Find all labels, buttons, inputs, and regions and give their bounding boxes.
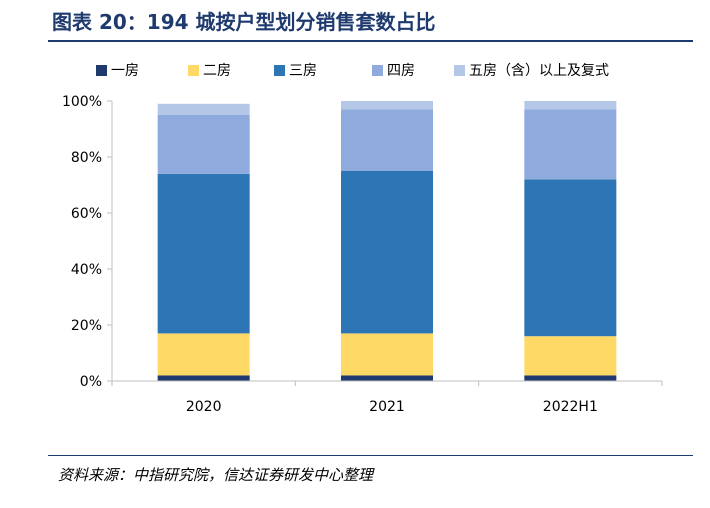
bar-stack-2022H1 bbox=[524, 101, 617, 381]
legend-swatch bbox=[274, 65, 285, 76]
bars bbox=[157, 101, 617, 381]
legend-label: 四房 bbox=[387, 63, 415, 79]
source-divider bbox=[48, 455, 693, 456]
y-tick-label: 0% bbox=[80, 374, 102, 390]
y-tick-label: 20% bbox=[71, 318, 102, 334]
bar-stack-2020 bbox=[157, 103, 250, 381]
legend: 一房 二房 三房 四房 五房（含）以上及复式 bbox=[96, 62, 609, 79]
page-title: 图表 20：194 城按户型划分销售套数占比 bbox=[52, 10, 436, 34]
x-tick-label: 2022H1 bbox=[543, 399, 598, 415]
y-axis: 0% 20% 40% 60% 80% 100% bbox=[62, 94, 113, 390]
bar-segment bbox=[524, 375, 617, 381]
bar-segment bbox=[341, 109, 433, 171]
source-note: 资料来源：中指研究院，信达证券研发中心整理 bbox=[58, 466, 374, 484]
x-axis: 2020 2021 2022H1 bbox=[111, 380, 663, 415]
bar-segment bbox=[524, 336, 617, 376]
y-tick-label: 40% bbox=[71, 262, 102, 278]
legend-label: 五房（含）以上及复式 bbox=[469, 62, 609, 79]
y-tick-label: 100% bbox=[62, 94, 102, 110]
bar-segment bbox=[157, 103, 250, 115]
legend-swatch bbox=[188, 65, 199, 76]
bar-segment bbox=[157, 375, 250, 381]
bar-segment bbox=[524, 179, 617, 337]
stacked-bar-chart: 一房 二房 三房 四房 五房（含）以上及复式 0% 20% 40% 60% 80% 100% 20… bbox=[62, 62, 663, 415]
x-tick-label: 2020 bbox=[186, 399, 222, 415]
x-tick-label: 2021 bbox=[369, 399, 405, 415]
legend-label: 一房 bbox=[111, 63, 139, 79]
legend-label: 二房 bbox=[203, 63, 231, 79]
title-divider bbox=[48, 40, 693, 42]
legend-swatch bbox=[454, 65, 465, 76]
y-tick-label: 80% bbox=[71, 150, 102, 166]
legend-item: 三房 bbox=[274, 63, 317, 79]
legend-item: 一房 bbox=[96, 63, 139, 79]
bar-segment bbox=[157, 333, 250, 376]
bar-segment bbox=[157, 115, 250, 174]
title-bar: 图表 20：194 城按户型划分销售套数占比 bbox=[48, 0, 693, 40]
legend-item: 二房 bbox=[188, 63, 231, 79]
bar-segment bbox=[341, 171, 433, 334]
bar-segment bbox=[524, 101, 617, 110]
bar-stack-2021 bbox=[341, 101, 433, 381]
bar-segment bbox=[524, 109, 617, 180]
bar-segment bbox=[341, 333, 433, 376]
legend-swatch bbox=[96, 65, 107, 76]
bar-segment bbox=[157, 173, 250, 334]
bar-segment bbox=[341, 101, 433, 110]
bar-segment bbox=[341, 375, 433, 381]
y-tick-label: 60% bbox=[71, 206, 102, 222]
legend-item: 四房 bbox=[372, 63, 415, 79]
legend-label: 三房 bbox=[289, 63, 317, 79]
legend-swatch bbox=[372, 65, 383, 76]
legend-item: 五房（含）以上及复式 bbox=[454, 62, 609, 79]
